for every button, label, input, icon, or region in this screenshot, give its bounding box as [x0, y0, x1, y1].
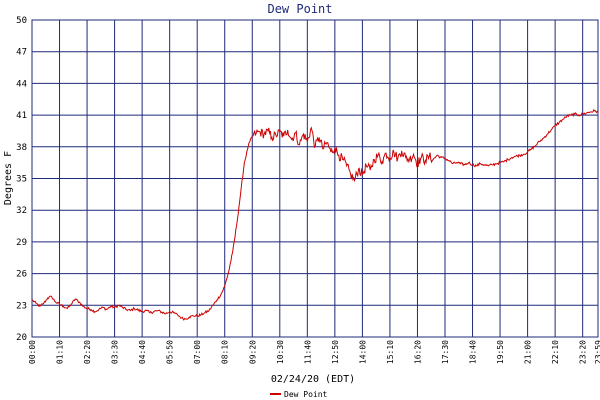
x-tick-label: 03:30 — [111, 340, 120, 364]
x-tick-label: 18:40 — [469, 340, 478, 364]
y-tick-label: 26 — [16, 270, 27, 280]
x-tick-label: 00:00 — [28, 340, 37, 364]
grid-layer — [31, 19, 599, 338]
legend-label: Dew Point — [284, 390, 328, 399]
x-tick-label: 10:30 — [276, 340, 285, 364]
x-tick-label: 22:10 — [551, 340, 560, 364]
x-tick-label: 15:10 — [386, 340, 395, 364]
x-axis-label: 02/24/20 (EDT) — [271, 374, 355, 385]
x-tick-label: 12:50 — [331, 340, 340, 364]
x-tick-label: 21:00 — [524, 340, 533, 364]
x-tick-labels: 00:00 01:10 02:20 03:30 04:40 05:50 07:00 08:10… — [28, 340, 600, 364]
x-tick-label: 09:20 — [248, 340, 257, 364]
y-tick-label: 29 — [16, 238, 27, 248]
x-tick-label: 01:10 — [56, 340, 65, 364]
series-line-dew-point — [31, 108, 599, 321]
x-tick-label: 04:40 — [138, 340, 147, 364]
y-tick-label: 50 — [16, 16, 27, 26]
y-tick-label: 38 — [16, 143, 27, 153]
series-layer — [31, 108, 599, 321]
y-tick-label: 44 — [16, 79, 27, 89]
y-axis-label: Degrees F — [3, 151, 14, 205]
x-tick-label: 11:40 — [303, 340, 312, 364]
y-tick-label: 20 — [16, 333, 27, 343]
x-tick-label: 17:30 — [441, 340, 450, 364]
x-tick-label: 05:50 — [166, 340, 175, 364]
x-tick-label: 02:20 — [83, 340, 92, 364]
x-tick-label: 08:10 — [221, 340, 230, 364]
y-tick-label: 32 — [16, 206, 27, 216]
x-tick-label: 23:59 — [594, 340, 600, 364]
y-tick-label: 35 — [16, 175, 27, 185]
legend: Dew Point — [270, 390, 328, 399]
x-tick-label: 19:50 — [496, 340, 505, 364]
x-tick-label: 16:20 — [413, 340, 422, 364]
x-tick-label: 07:00 — [193, 340, 202, 364]
y-tick-label: 41 — [16, 111, 27, 121]
chart-title: Dew Point — [267, 2, 332, 16]
x-tick-label: 23:20 — [579, 340, 588, 364]
y-tick-label: 47 — [16, 48, 27, 58]
x-tick-label: 14:00 — [358, 340, 367, 364]
y-tick-label: 23 — [16, 301, 27, 311]
y-tick-labels: 20 23 26 29 32 35 38 41 44 47 50 — [16, 16, 27, 343]
